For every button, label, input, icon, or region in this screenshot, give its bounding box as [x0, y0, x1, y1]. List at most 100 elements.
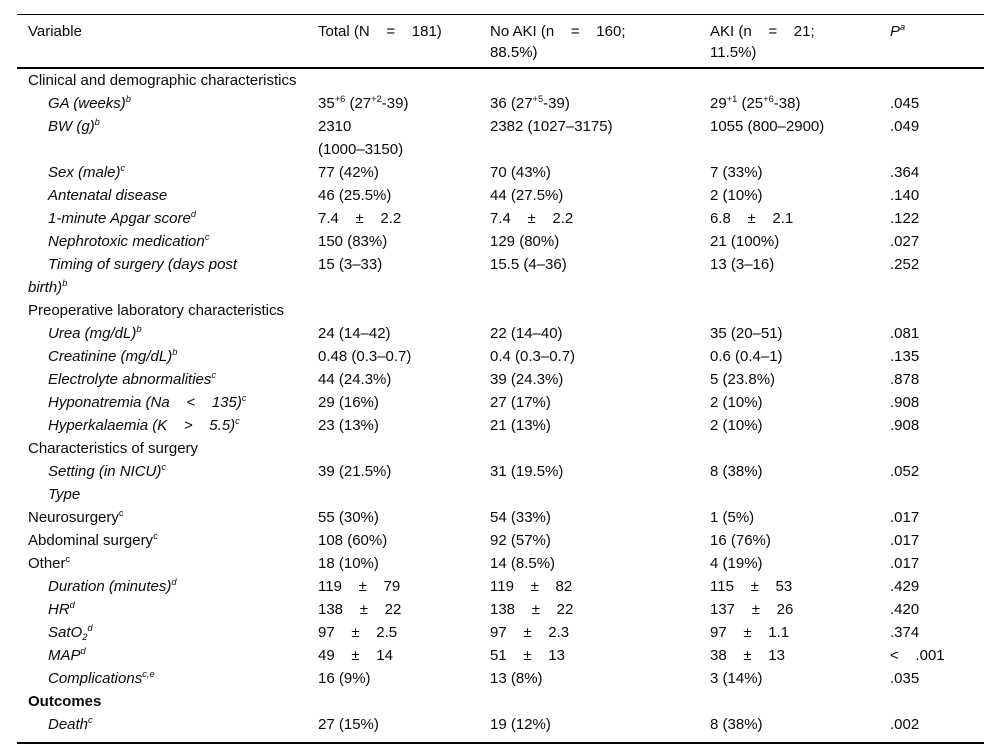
cell-no-aki: 31 (19.5%): [490, 463, 564, 480]
cell-aki: 6.8 ± 2.1: [710, 210, 794, 227]
row-label: Hyperkalaemia (K > 5.5)c: [48, 416, 240, 434]
cell-aki: 97 ± 1.1: [710, 624, 790, 641]
cell-aki: [710, 299, 890, 322]
cell-p-value: .045: [890, 95, 920, 112]
cell-aki: 4 (19%): [710, 555, 763, 572]
cell-no-aki: [490, 483, 710, 506]
table-body: Clinical and demographic characteristics…: [17, 68, 984, 743]
cell-no-aki: 129 (80%): [490, 233, 560, 250]
table-row: Outcomes: [17, 690, 984, 713]
cell-aki: 5 (23.8%): [710, 371, 776, 388]
cell-total: [318, 437, 490, 460]
cell-p-value: .081: [890, 325, 920, 342]
row-label: MAPd: [48, 646, 86, 664]
cell-total: 44 (24.3%): [318, 371, 392, 388]
cell-total: [318, 690, 490, 713]
table-row: Creatinine (mg/dL)b 0.48 (0.3–0.7) 0.4 (…: [17, 345, 984, 368]
cell-total: 55 (30%): [318, 509, 379, 526]
cell-p-value: [890, 437, 984, 460]
table-row: Nephrotoxic medicationc 150 (83%) 129 (8…: [17, 230, 984, 253]
cell-p-value: .122: [890, 210, 920, 227]
cell-p-value: .135: [890, 348, 920, 365]
table-row: Hyponatremia (Na < 135)c 29 (16%) 27 (17…: [17, 391, 984, 414]
table-row: Preoperative laboratory characteristics: [17, 299, 984, 322]
table-row: Timing of surgery (days post birth)b 15 (…: [17, 253, 984, 299]
row-label: Characteristics of surgery: [28, 440, 199, 457]
cell-aki: 8 (38%): [710, 463, 763, 480]
cell-total: 18 (10%): [318, 555, 379, 572]
cell-total: 39 (21.5%): [318, 463, 392, 480]
cell-aki: [710, 483, 890, 506]
cell-aki: 38 ± 13: [710, 647, 785, 664]
cell-no-aki: 13 (8%): [490, 670, 543, 687]
row-label: Urea (mg/dL)b: [48, 324, 142, 342]
row-label: Sex (male)c: [48, 163, 126, 181]
header-row: Variable Total (N = 181) No AKI (n = 160…: [17, 14, 984, 69]
cell-p-value: .017: [890, 532, 920, 549]
cell-p-value: .420: [890, 601, 920, 618]
cell-p-value: .017: [890, 509, 920, 526]
cell-no-aki: 2382 (1027–3175): [490, 118, 613, 135]
cell-no-aki: [490, 690, 710, 713]
table-header: Variable Total (N = 181) No AKI (n = 160…: [17, 14, 984, 69]
cell-p-value: .049: [890, 118, 920, 135]
table-row: Complicationsc,e 16 (9%) 13 (8%) 3 (14%)…: [17, 667, 984, 690]
table-row: BW (g)b 2310 (1000–3150) 2382 (1027–3175)…: [17, 115, 984, 161]
cell-p-value: .017: [890, 555, 920, 572]
cell-total: 46 (25.5%): [318, 187, 392, 204]
row-label: 1-minute Apgar scored: [48, 209, 197, 227]
cell-total: [318, 483, 490, 506]
column-header-no-aki: No AKI (n = 160; 88.5%): [490, 14, 710, 69]
cell-p-value: .878: [890, 371, 920, 388]
cell-total: 108 (60%): [318, 532, 388, 549]
cell-p-value: [890, 299, 984, 322]
cell-no-aki: 14 (8.5%): [490, 555, 556, 572]
cell-no-aki: 138 ± 22: [490, 601, 574, 618]
cell-p-value: .429: [890, 578, 920, 595]
cell-p-value: .908: [890, 394, 920, 411]
row-label: SatO2d: [48, 623, 93, 643]
row-label: Preoperative laboratory characteristics: [28, 302, 284, 319]
cell-total: 7.4 ± 2.2: [318, 210, 402, 227]
row-label: GA (weeks)b: [48, 94, 131, 112]
table-row: Urea (mg/dL)b 24 (14–42) 22 (14–40) 35 (…: [17, 322, 984, 345]
cell-p-value: [890, 690, 984, 713]
cell-no-aki: [490, 68, 710, 92]
cell-no-aki: [490, 299, 710, 322]
row-label: Otherc: [28, 554, 71, 572]
cell-aki: 2 (10%): [710, 394, 763, 411]
cell-total: 23 (13%): [318, 417, 379, 434]
cell-aki: 0.6 (0.4–1): [710, 348, 783, 365]
row-label: Creatinine (mg/dL)b: [48, 347, 178, 365]
table-row: GA (weeks)b 35+6 (27+2-39) 36 (27+5-39) …: [17, 92, 984, 115]
cell-p-value: .002: [890, 716, 920, 733]
table-row: Neurosurgeryc 55 (30%) 54 (33%) 1 (5%) .…: [17, 506, 984, 529]
row-label: Deathc: [48, 715, 93, 733]
cell-no-aki: 70 (43%): [490, 164, 551, 181]
cell-aki: 1055 (800–2900): [710, 118, 825, 135]
cell-aki: [710, 437, 890, 460]
cell-aki: 13 (3–16): [710, 256, 775, 273]
row-label: Clinical and demographic characteristics: [28, 72, 297, 89]
cell-p-value: .027: [890, 233, 920, 250]
cell-no-aki: 7.4 ± 2.2: [490, 210, 574, 227]
table-row: Hyperkalaemia (K > 5.5)c 23 (13%) 21 (13…: [17, 414, 984, 437]
table-row: Antenatal disease 46 (25.5%) 44 (27.5%) …: [17, 184, 984, 207]
table-row: Duration (minutes)d 119 ± 79 119 ± 82 11…: [17, 575, 984, 598]
cell-aki: 2 (10%): [710, 187, 763, 204]
cell-aki: 8 (38%): [710, 716, 763, 733]
table-row: 1-minute Apgar scored 7.4 ± 2.2 7.4 ± 2.…: [17, 207, 984, 230]
cell-total: 77 (42%): [318, 164, 379, 181]
table-row: Abdominal surgeryc 108 (60%) 92 (57%) 16…: [17, 529, 984, 552]
cell-aki: 29+1 (25+6-38): [710, 94, 801, 112]
column-header-total: Total (N = 181): [318, 14, 490, 69]
cell-p-value: .364: [890, 164, 920, 181]
table-row: Characteristics of surgery: [17, 437, 984, 460]
table-row: Deathc 27 (15%) 19 (12%) 8 (38%) .002: [17, 713, 984, 743]
cell-total: 29 (16%): [318, 394, 379, 411]
cell-p-value: [890, 68, 984, 92]
cell-no-aki: 22 (14–40): [490, 325, 563, 342]
row-label: BW (g)b: [48, 117, 100, 135]
aki-study-table: Variable Total (N = 181) No AKI (n = 160…: [17, 14, 984, 744]
cell-total: 16 (9%): [318, 670, 371, 687]
